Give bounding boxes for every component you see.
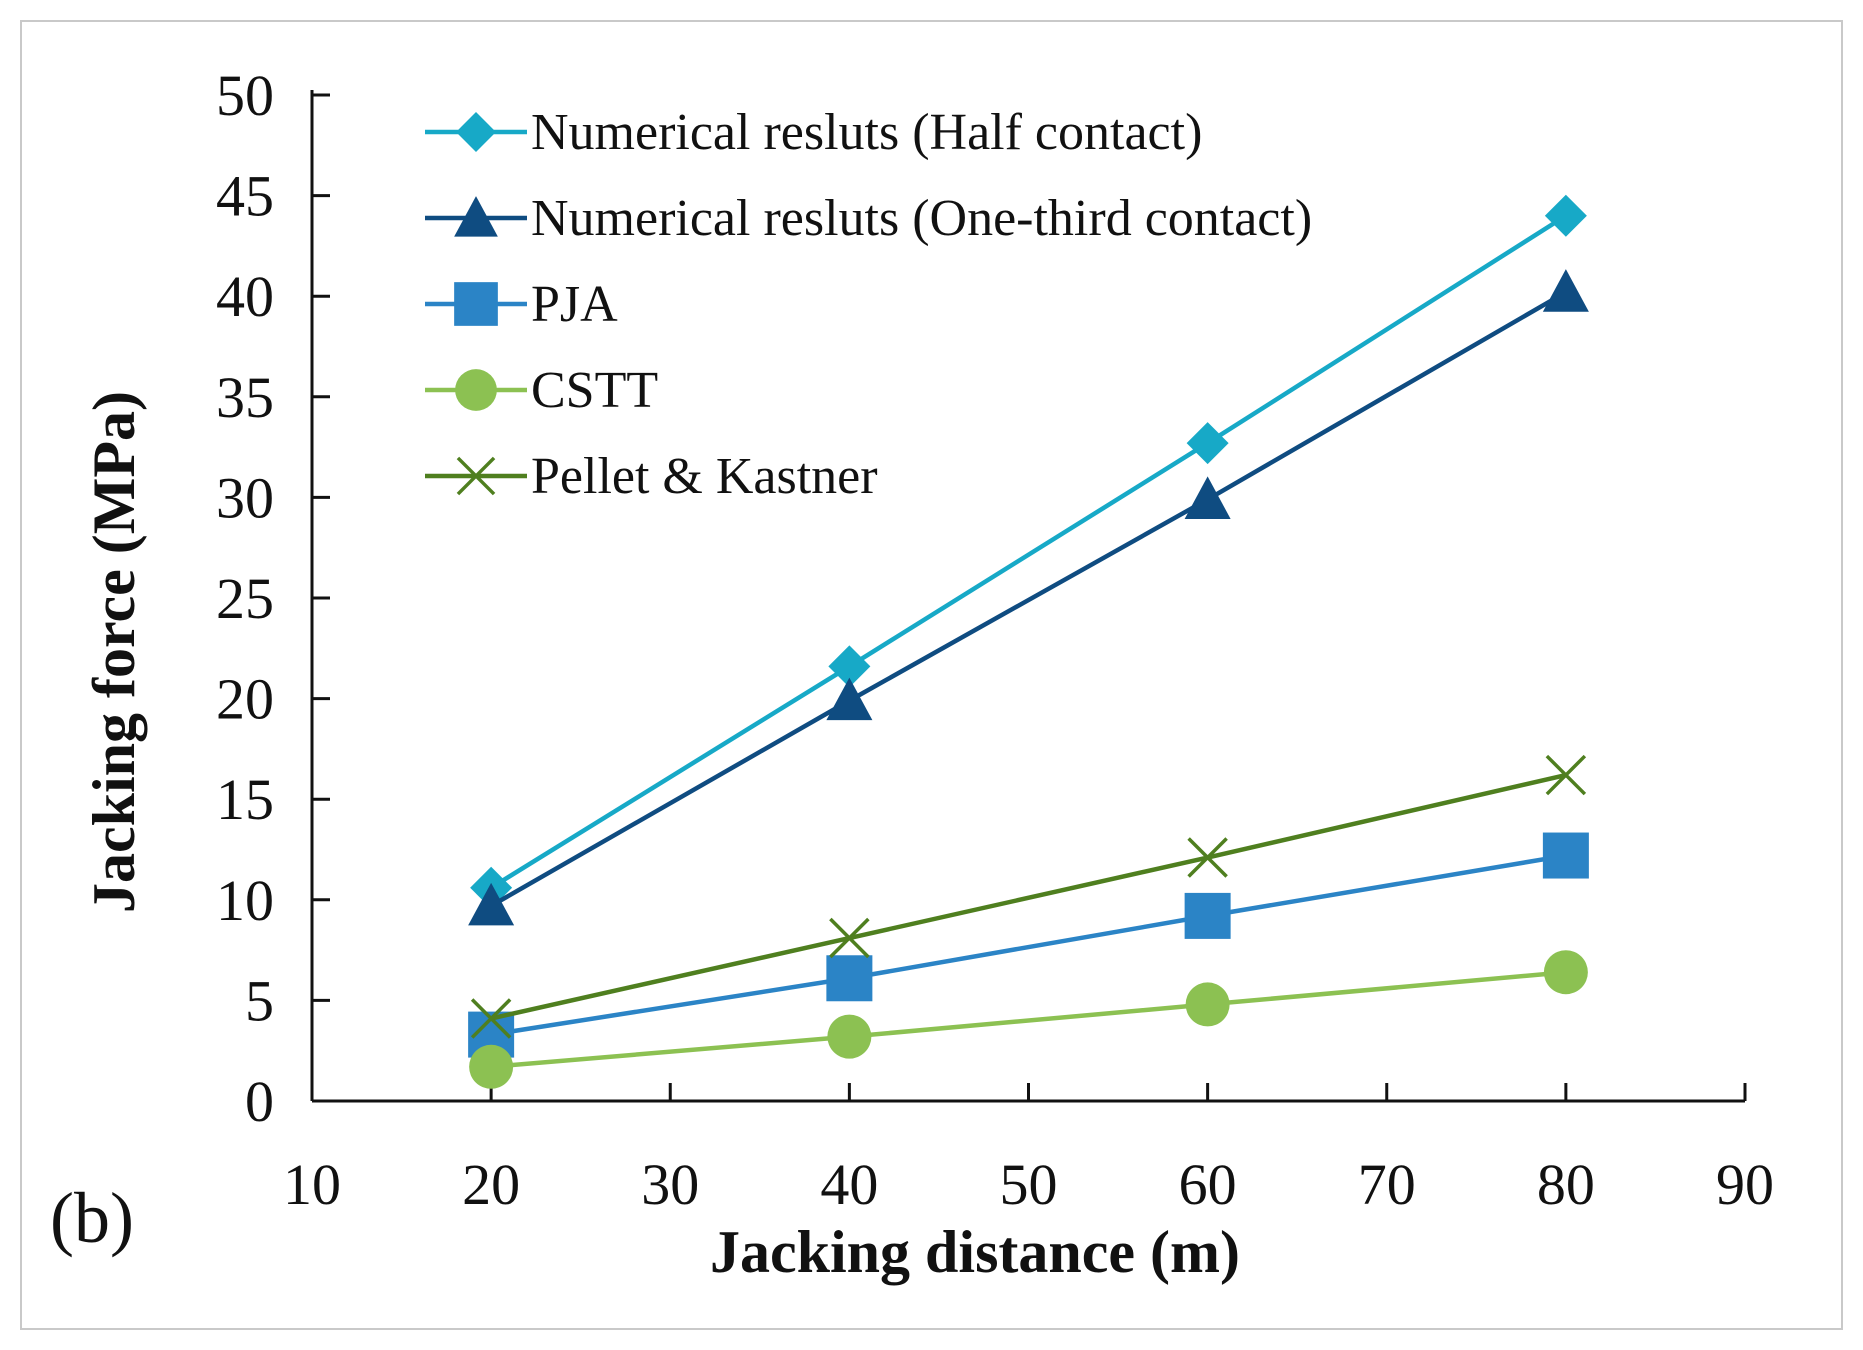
x-tick-label-80: 80 bbox=[1537, 1152, 1595, 1217]
y-tick-label-50: 50 bbox=[216, 63, 274, 128]
y-tick-label-20: 20 bbox=[216, 667, 274, 732]
legend-label-4: Pellet & Kastner bbox=[531, 448, 878, 505]
series-line-0 bbox=[489, 213, 1568, 890]
data-point-3-1 bbox=[827, 1014, 872, 1059]
legend-marker-0 bbox=[456, 112, 496, 152]
legend-marker-2 bbox=[454, 282, 498, 326]
series-4 bbox=[470, 754, 1587, 1039]
y-tick-label-10: 10 bbox=[216, 868, 274, 933]
x-tick-label-30: 30 bbox=[641, 1152, 699, 1217]
legend-item-4: Pellet & Kastner bbox=[425, 448, 878, 505]
data-point-3-0 bbox=[469, 1044, 514, 1089]
y-axis-title: Jacking force (MPa) bbox=[81, 391, 147, 913]
series-2 bbox=[468, 832, 1589, 1058]
legend-label-1: Numerical resluts (One-third contact) bbox=[531, 190, 1312, 247]
data-point-0-3 bbox=[1544, 194, 1587, 237]
legend-item-1: Numerical resluts (One-third contact) bbox=[425, 190, 1312, 247]
y-tick-label-30: 30 bbox=[216, 465, 274, 530]
y-tick-label-15: 15 bbox=[216, 767, 274, 832]
y-tick-label-25: 25 bbox=[216, 566, 274, 631]
data-point-0-1 bbox=[828, 645, 871, 688]
legend-marker-1 bbox=[454, 196, 498, 237]
data-point-3-2 bbox=[1185, 982, 1230, 1027]
legend-label-2: PJA bbox=[531, 276, 618, 333]
data-point-1-1 bbox=[826, 677, 873, 721]
legend-label-0: Numerical resluts (Half contact) bbox=[531, 104, 1202, 161]
y-tick-label-45: 45 bbox=[216, 164, 274, 229]
x-tick-label-50: 50 bbox=[1000, 1152, 1058, 1217]
data-point-4-1 bbox=[829, 917, 870, 959]
data-point-1-3 bbox=[1542, 269, 1589, 312]
data-point-4-2 bbox=[1187, 837, 1228, 878]
x-tick-label-10: 10 bbox=[283, 1152, 341, 1217]
y-tick-label-40: 40 bbox=[216, 264, 274, 329]
data-point-0-2 bbox=[1186, 422, 1229, 465]
series-line-4 bbox=[490, 772, 1567, 1021]
figure-frame: 0 5 10 15 20 25 30 35 40 45 50 10 20 30 40 50 60 70 80 90 N… bbox=[20, 20, 1843, 1330]
series-line-2 bbox=[490, 853, 1567, 1037]
x-tick-label-60: 60 bbox=[1179, 1152, 1237, 1217]
axes: 0 5 10 15 20 25 30 35 40 45 50 10 20 30 40 50 60 70 80 90 bbox=[216, 63, 1774, 1217]
y-tick-label-35: 35 bbox=[216, 365, 274, 430]
x-axis-title: Jacking distance (m) bbox=[710, 1219, 1240, 1285]
series-0 bbox=[470, 194, 1587, 909]
legend: Numerical resluts (Half contact) Numerica… bbox=[425, 104, 1312, 505]
panel-label: (b) bbox=[50, 1178, 134, 1258]
x-tick-label-70: 70 bbox=[1358, 1152, 1416, 1217]
data-point-1-0 bbox=[468, 882, 515, 926]
legend-marker-3 bbox=[455, 369, 497, 411]
x-tick-label-90: 90 bbox=[1716, 1152, 1774, 1217]
legend-item-3: CSTT bbox=[425, 362, 658, 419]
data-point-4-0 bbox=[470, 998, 512, 1039]
data-point-2-3 bbox=[1542, 832, 1589, 879]
legend-item-0: Numerical resluts (Half contact) bbox=[425, 104, 1202, 161]
data-point-4-3 bbox=[1545, 754, 1587, 796]
series-1 bbox=[468, 269, 1589, 926]
y-tick-label-0: 0 bbox=[245, 1069, 274, 1134]
legend-marker-4 bbox=[456, 456, 496, 496]
series-line-1 bbox=[490, 290, 1568, 908]
x-tick-label-20: 20 bbox=[462, 1152, 520, 1217]
series-line-3 bbox=[490, 969, 1567, 1070]
series-3 bbox=[469, 950, 1588, 1089]
legend-label-3: CSTT bbox=[531, 362, 658, 419]
data-point-2-1 bbox=[826, 955, 873, 1002]
data-point-1-2 bbox=[1184, 476, 1231, 519]
data-point-3-3 bbox=[1543, 950, 1588, 995]
legend-item-2: PJA bbox=[425, 276, 618, 333]
x-tick-label-40: 40 bbox=[820, 1152, 878, 1217]
data-point-2-2 bbox=[1184, 892, 1231, 939]
series-layer bbox=[468, 194, 1589, 1089]
line-chart: 0 5 10 15 20 25 30 35 40 45 50 10 20 30 40 50 60 70 80 90 N… bbox=[50, 63, 1774, 1285]
y-tick-label-5: 5 bbox=[245, 968, 274, 1033]
